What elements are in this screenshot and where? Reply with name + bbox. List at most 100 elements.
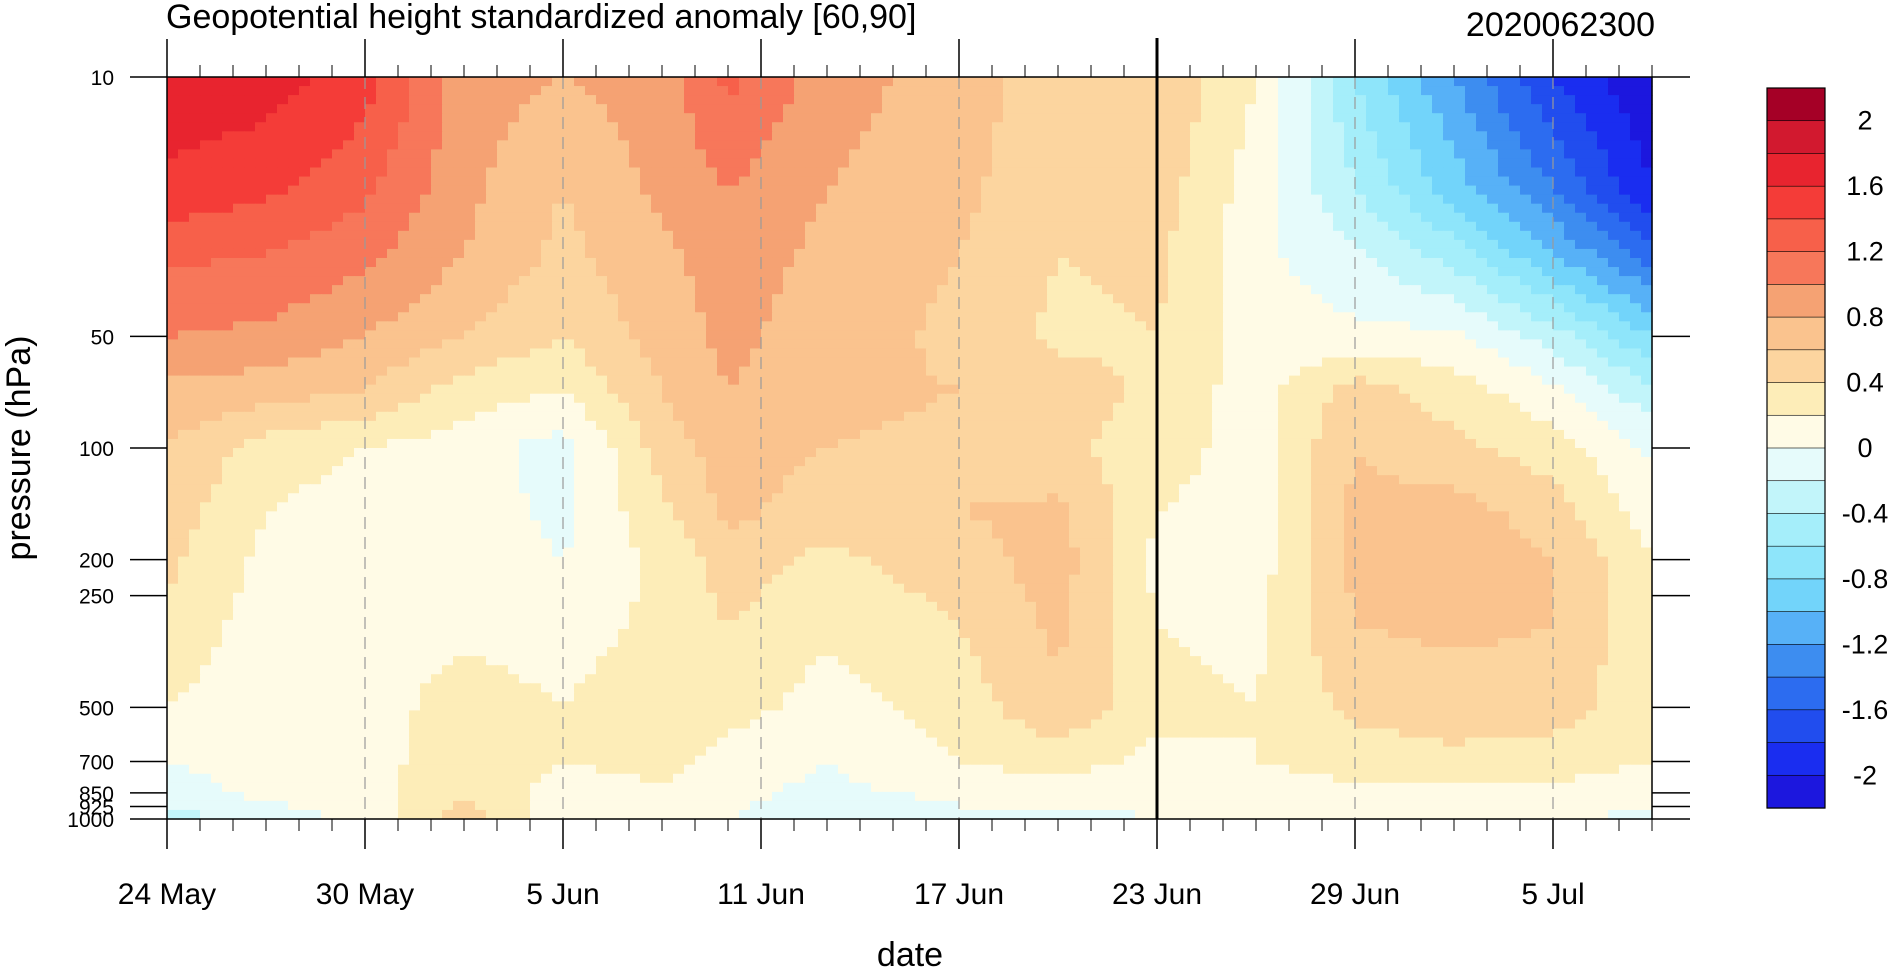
field-cell	[1289, 393, 1301, 404]
field-cell	[1520, 95, 1532, 105]
field-cell	[541, 321, 553, 331]
field-cell	[1069, 239, 1081, 250]
field-cell	[464, 131, 476, 141]
field-cell	[398, 321, 410, 331]
field-cell	[684, 104, 696, 114]
field-cell	[222, 104, 234, 114]
field-cell	[1531, 212, 1543, 223]
field-cell	[805, 357, 817, 368]
field-cell	[1300, 276, 1312, 286]
field-cell	[1388, 375, 1400, 386]
field-cell	[651, 294, 663, 304]
field-cell	[761, 384, 773, 395]
field-cell	[1245, 95, 1257, 105]
field-cell	[431, 257, 443, 268]
field-cell	[541, 339, 553, 350]
field-cell	[1014, 203, 1026, 214]
field-cell	[838, 104, 850, 114]
field-cell	[761, 122, 773, 132]
field-cell	[1344, 357, 1356, 368]
field-cell	[563, 104, 575, 114]
field-cell	[189, 149, 201, 160]
field-cell	[167, 321, 179, 331]
field-cell	[1509, 140, 1521, 150]
field-cell	[805, 285, 817, 295]
field-cell	[1333, 375, 1345, 386]
field-cell	[1300, 77, 1312, 87]
field-cell	[1201, 312, 1213, 322]
field-cell	[541, 402, 553, 413]
field-cell	[222, 86, 234, 96]
field-cell	[717, 312, 729, 322]
field-cell	[1443, 185, 1455, 196]
field-cell	[1531, 95, 1543, 105]
field-cell	[1597, 339, 1609, 350]
field-cell	[673, 402, 685, 413]
field-cell	[1608, 348, 1620, 359]
field-cell	[409, 357, 421, 368]
field-cell	[992, 239, 1004, 250]
field-cell	[728, 77, 740, 87]
field-cell	[244, 239, 256, 250]
field-cell	[1168, 267, 1180, 277]
field-cell	[508, 402, 520, 413]
field-cell	[695, 77, 707, 87]
field-cell	[387, 248, 399, 259]
field-cell	[1443, 140, 1455, 150]
field-cell	[1553, 294, 1565, 304]
field-cell	[288, 257, 300, 268]
field-cell	[530, 402, 542, 413]
field-cell	[277, 257, 289, 268]
field-cell	[299, 158, 311, 169]
field-cell	[794, 276, 806, 286]
field-cell	[871, 321, 883, 331]
field-cell	[1080, 230, 1092, 241]
field-cell	[486, 321, 498, 331]
field-cell	[1520, 77, 1532, 87]
field-cell	[1498, 194, 1510, 205]
field-cell	[1432, 402, 1444, 413]
field-cell	[497, 104, 509, 114]
field-cell	[1146, 285, 1158, 295]
field-cell	[750, 267, 762, 277]
field-cell	[277, 158, 289, 169]
field-cell	[1179, 185, 1191, 196]
field-cell	[1146, 321, 1158, 331]
field-cell	[805, 122, 817, 132]
field-cell	[1025, 276, 1037, 286]
field-cell	[717, 366, 729, 377]
field-cell	[1289, 267, 1301, 277]
field-cell	[1322, 149, 1334, 160]
field-cell	[288, 86, 300, 96]
field-cell	[1267, 239, 1279, 250]
field-cell	[376, 248, 388, 259]
field-cell	[695, 375, 707, 386]
field-cell	[1025, 248, 1037, 259]
field-cell	[1465, 402, 1477, 413]
field-cell	[1025, 221, 1037, 232]
field-cell	[1432, 203, 1444, 214]
field-cell	[1124, 384, 1136, 395]
field-cell	[585, 402, 597, 413]
field-cell	[1388, 158, 1400, 169]
field-cell	[926, 393, 938, 404]
field-cell	[189, 294, 201, 304]
field-cell	[1256, 77, 1268, 87]
field-cell	[486, 122, 498, 132]
field-cell	[277, 402, 289, 413]
field-cell	[343, 384, 355, 395]
field-cell	[750, 384, 762, 395]
field-cell	[783, 221, 795, 232]
field-cell	[882, 393, 894, 404]
field-cell	[409, 149, 421, 160]
field-cell	[464, 267, 476, 277]
field-cell	[1575, 330, 1587, 341]
field-cell	[310, 203, 322, 214]
field-cell	[717, 131, 729, 141]
field-cell	[1377, 167, 1389, 178]
field-cell	[1267, 330, 1279, 341]
field-cell	[1091, 312, 1103, 322]
field-cell	[1025, 104, 1037, 114]
field-cell	[244, 230, 256, 241]
field-cell	[1443, 212, 1455, 223]
